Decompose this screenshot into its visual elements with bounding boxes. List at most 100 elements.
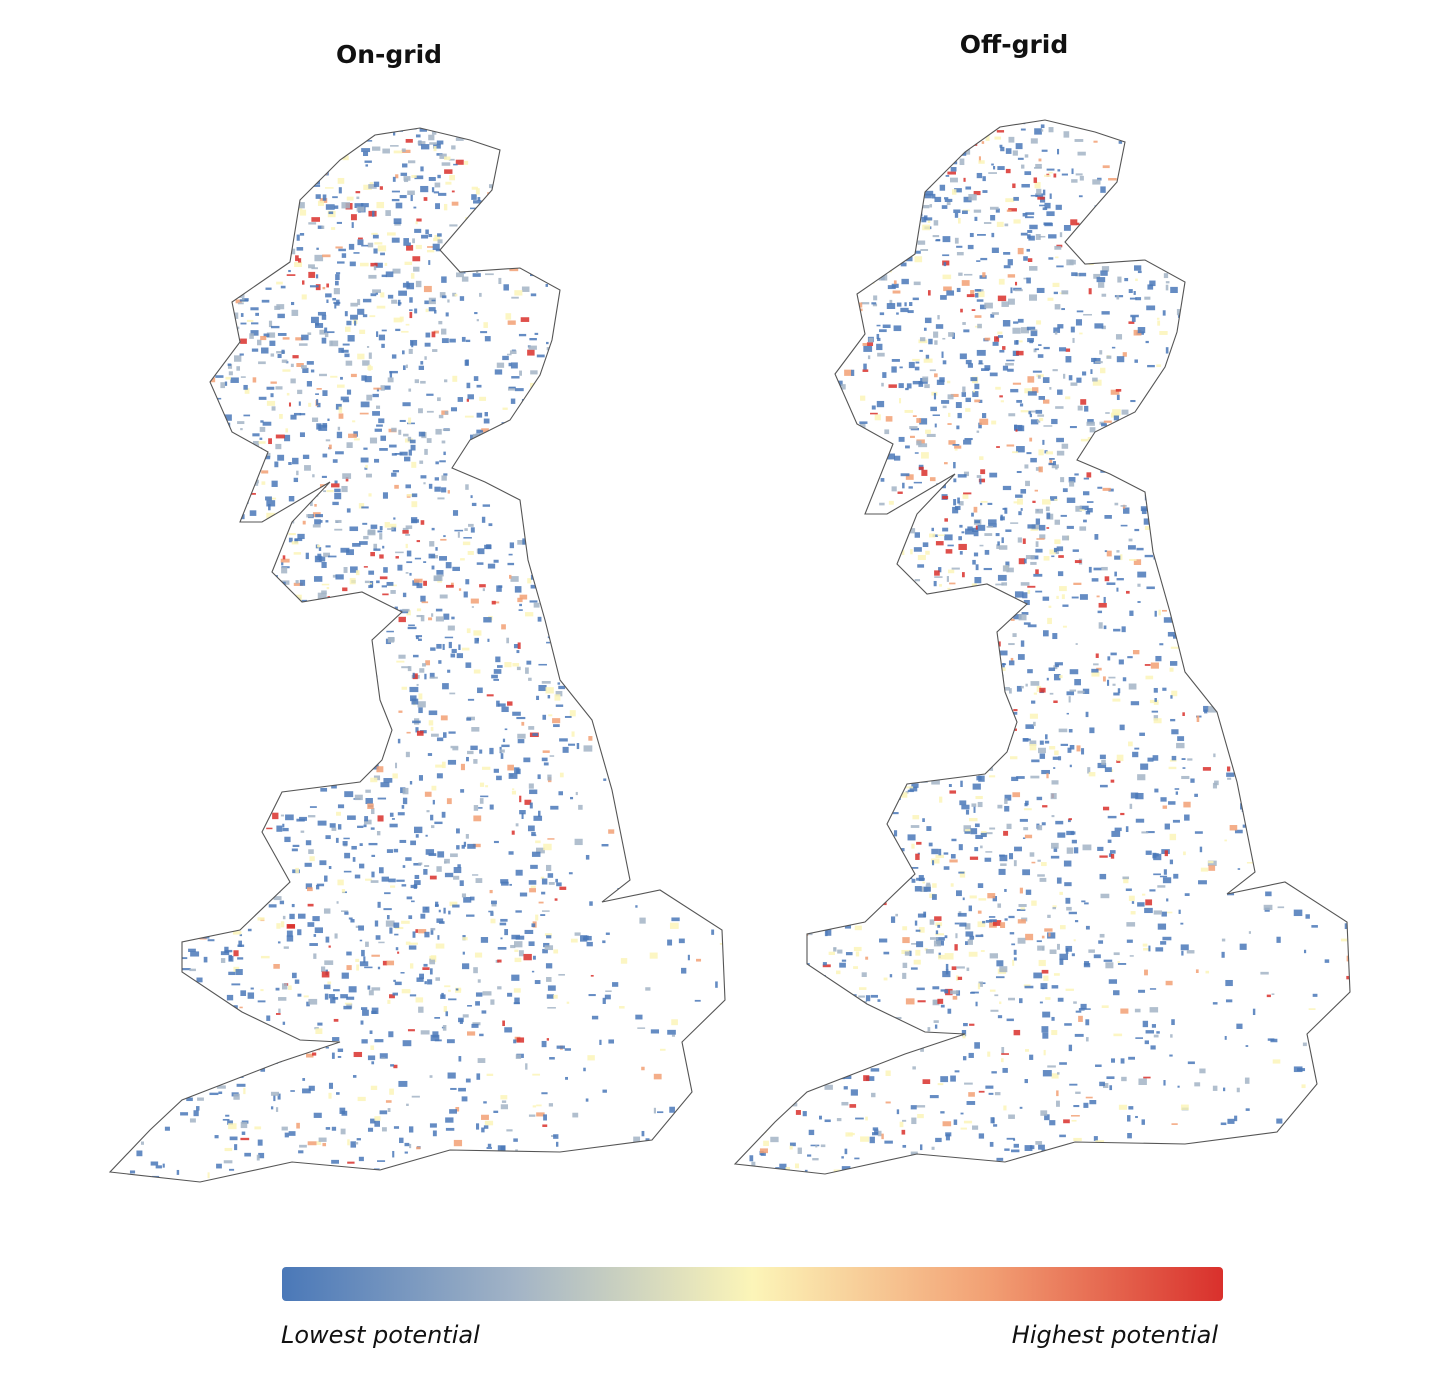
map-cell [151, 324, 156, 331]
map-cell [569, 448, 577, 455]
map-cell [484, 336, 491, 342]
map-cell [140, 469, 147, 473]
map-cell [449, 1109, 457, 1114]
map-cell [781, 491, 787, 496]
map-cell [166, 747, 170, 751]
map-cell [1081, 900, 1086, 903]
map-cell [124, 923, 134, 927]
map-cell [216, 1163, 222, 1169]
map-cell [332, 459, 338, 463]
map-cell [166, 984, 176, 990]
map-cell [342, 667, 346, 674]
map-cell [168, 1095, 174, 1100]
map-cell [1057, 832, 1066, 838]
map-cell [438, 660, 442, 664]
map-cell [238, 670, 241, 675]
map-cell [820, 389, 826, 393]
map-cell [681, 967, 687, 974]
map-cell [500, 1104, 509, 1110]
map-cell [387, 377, 394, 383]
map-cell [370, 1045, 375, 1050]
map-cell [251, 908, 259, 912]
map-cell [334, 488, 341, 493]
map-cell [974, 847, 979, 852]
map-cell [423, 868, 428, 875]
map-cell [256, 195, 261, 199]
map-cell [1030, 419, 1039, 425]
map-cell [1136, 1157, 1140, 1162]
map-cell [750, 800, 753, 805]
map-cell [1035, 193, 1044, 198]
map-cell [342, 155, 349, 161]
map-cell [281, 747, 290, 750]
map-cell [1128, 683, 1137, 690]
map-cell [426, 810, 430, 813]
map-cell [321, 583, 330, 586]
map-cell [170, 413, 174, 420]
map-cell [146, 721, 152, 726]
map-cell [510, 944, 516, 949]
map-cell [1056, 265, 1064, 268]
map-cell [1147, 152, 1156, 159]
map-cell [636, 747, 644, 751]
map-cell [1288, 160, 1296, 168]
map-cell [853, 1052, 859, 1058]
map-cell [790, 279, 799, 286]
map-cell [735, 915, 739, 921]
map-cell [136, 845, 145, 848]
map-cell [587, 679, 592, 683]
map-cell [229, 800, 237, 803]
map-cell [724, 156, 725, 160]
map-cell [193, 494, 203, 499]
map-cell [368, 990, 374, 996]
map-cell [502, 1020, 505, 1027]
map-cell [379, 448, 388, 451]
map-cell [290, 301, 295, 306]
map-cell [618, 561, 623, 565]
map-cell [527, 349, 535, 356]
map-cell [1012, 327, 1021, 334]
map-cell [552, 393, 560, 401]
map-cell [138, 276, 147, 283]
map-cell [392, 773, 398, 779]
map-cell [1104, 550, 1108, 553]
map-cell [338, 406, 343, 413]
map-cell [170, 322, 175, 326]
map-cell [715, 1098, 725, 1105]
map-cell [916, 708, 920, 712]
map-cell [429, 142, 437, 145]
map-cell [187, 695, 195, 700]
map-cell [1055, 466, 1058, 470]
map-cell [102, 131, 107, 136]
map-cell [758, 120, 768, 122]
map-cell [1083, 477, 1090, 480]
map-cell [991, 746, 994, 749]
map-cell [696, 676, 704, 682]
map-cell [230, 552, 233, 559]
map-cell [1149, 699, 1159, 704]
map-cell [989, 767, 994, 771]
map-cell [918, 712, 925, 717]
map-cell [374, 242, 383, 245]
map-cell [1207, 1170, 1211, 1174]
map-cell [162, 714, 169, 717]
map-cell [368, 352, 372, 359]
map-cell [265, 452, 271, 458]
map-cell [118, 649, 122, 655]
map-cell [265, 287, 272, 290]
map-cell [850, 842, 855, 846]
map-cell [386, 915, 390, 920]
map-cell [144, 175, 147, 180]
map-cell [724, 888, 725, 891]
map-cell [479, 782, 485, 787]
map-cell [736, 847, 743, 851]
map-cell [118, 570, 125, 575]
map-cell [1139, 732, 1145, 736]
map-cell [532, 955, 536, 960]
map-cell [128, 805, 137, 809]
map-cell [890, 690, 896, 693]
map-cell [359, 329, 366, 334]
map-cell [1156, 145, 1161, 152]
map-cell [523, 757, 531, 763]
map-cell [749, 265, 752, 271]
